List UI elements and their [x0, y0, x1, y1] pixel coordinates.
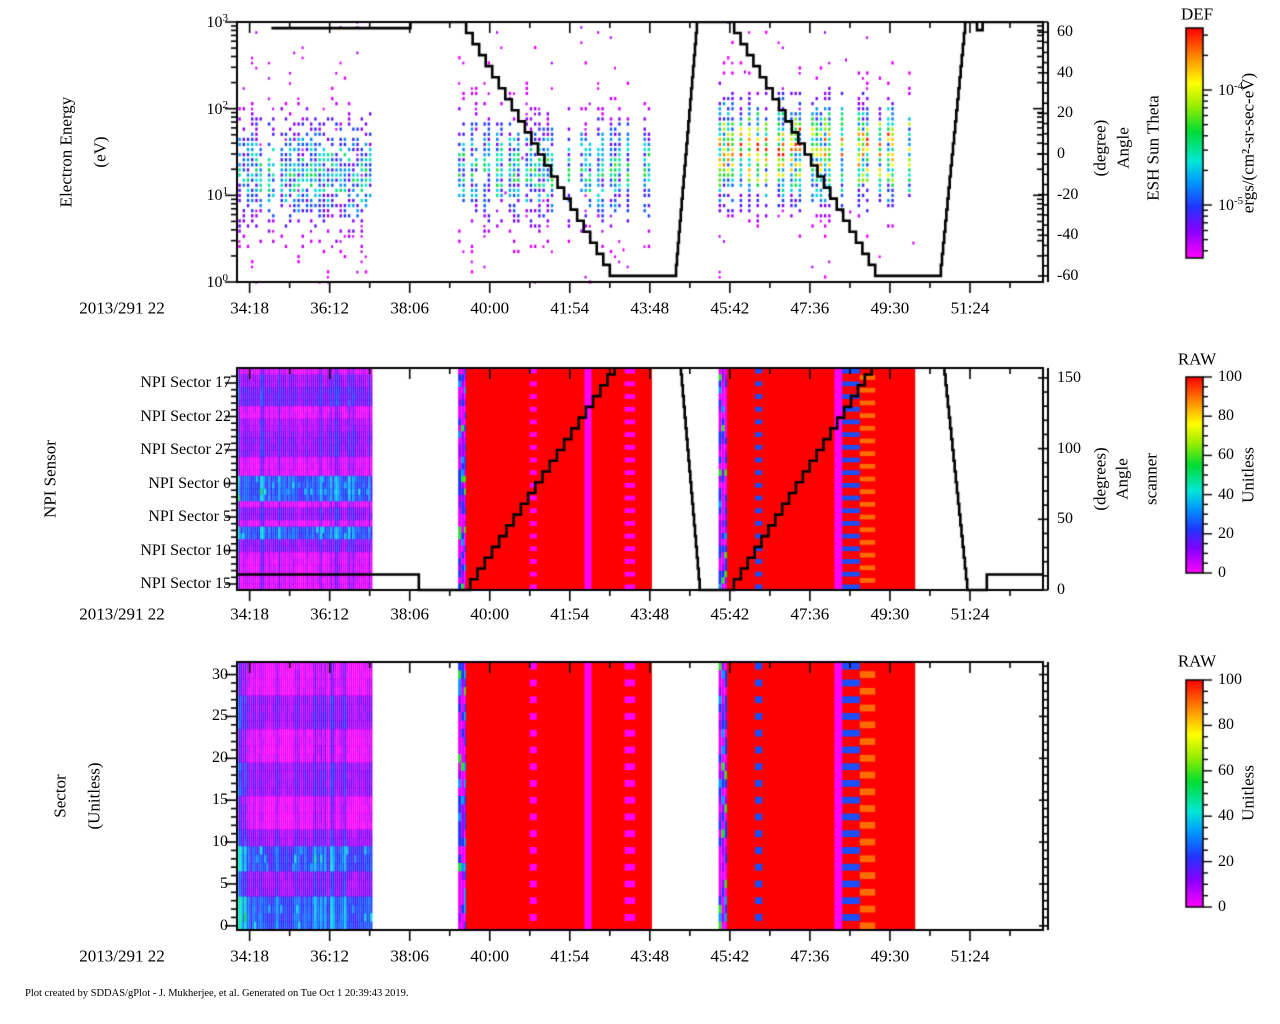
colorbar3-tick-label: 40: [1218, 807, 1234, 825]
panel2-y-tick-label: NPI Sector 17: [140, 374, 231, 391]
x-tick-label: 40:00: [470, 604, 510, 624]
panel1-right-axis-title-line2: Angle: [1113, 127, 1133, 169]
panel1-y-tick-label: 103: [206, 11, 229, 32]
panel3-y-tick-label: 5: [220, 874, 228, 892]
x-tick-label: 38:06: [390, 946, 430, 966]
panel1-y-axis-title-line1: Electron Energy: [56, 96, 76, 208]
x-tick-label: 38:06: [390, 298, 430, 318]
colorbar3-tick-label: 0: [1218, 898, 1226, 915]
panel1-right-tick-label: -20: [1057, 185, 1079, 203]
colorbar1-tick-label: 10-4: [1218, 79, 1244, 100]
panel2-right-tick-label: 0: [1057, 581, 1065, 598]
panel3-y-tick-label: 25: [212, 707, 228, 725]
x-tick-label: 41:54: [550, 946, 590, 966]
panel2-y-tick-label: NPI Sector 27: [140, 441, 231, 458]
panel2-right-tick-label: 150: [1057, 368, 1081, 386]
x-tick-label: 51:24: [950, 298, 990, 318]
panel1-right-tick-label: 40: [1057, 63, 1073, 81]
panel1-y-tick-label: 101: [206, 185, 229, 205]
x-tick-label: 49:30: [870, 298, 910, 318]
panel2-y-tick-label: NPI Sector 0: [148, 474, 231, 492]
x-tick-label: 40:00: [470, 946, 510, 966]
panel1-y-tick-label: 100: [206, 271, 229, 292]
colorbar2-unit-label: Unitless: [1238, 447, 1258, 503]
panel2-right-axis-title-line2: Angle: [1112, 458, 1132, 500]
panel3-y-tick-label: 0: [220, 916, 228, 934]
panel2-y-tick-label: NPI Sector 10: [140, 541, 231, 559]
x-tick-label: 49:30: [870, 604, 910, 624]
x-axis-prefix-label: 2013/291 22: [79, 604, 165, 624]
x-tick-label: 41:54: [550, 604, 590, 624]
colorbar2-tick-label: 60: [1218, 446, 1234, 464]
panel3-y-tick-label: 20: [212, 749, 228, 767]
colorbar1-title: DEF: [1180, 4, 1214, 24]
colorbar3-unit-label: Unitless: [1238, 765, 1258, 821]
x-tick-label: 51:24: [950, 604, 990, 624]
colorbar3-tick-label: 100: [1218, 671, 1242, 688]
x-tick-label: 45:42: [710, 604, 750, 624]
panel2-y-tick-label: NPI Sector 15: [140, 575, 231, 592]
panel1-right-tick-label: 0: [1057, 145, 1065, 163]
x-tick-label: 45:42: [710, 298, 750, 318]
x-tick-label: 36:12: [310, 298, 350, 318]
panel3-y-axis-title-line1: Sector: [50, 774, 70, 818]
colorbar3-tick-label: 20: [1218, 852, 1234, 870]
colorbar2-tick-label: 40: [1218, 485, 1234, 503]
panel3-y-tick-label: 15: [212, 791, 228, 809]
panel1-right-axis-title-line3: (degree): [1090, 119, 1110, 177]
panel2-y-tick-label: NPI Sector 5: [148, 508, 231, 525]
x-tick-label: 40:00: [470, 298, 510, 318]
x-tick-label: 47:36: [790, 604, 830, 624]
x-tick-label: 36:12: [310, 946, 350, 966]
panel2-y-tick-label: NPI Sector 22: [140, 407, 231, 425]
panel2-right-tick-label: 100: [1057, 439, 1081, 457]
colorbar3-tick-label: 60: [1218, 761, 1234, 779]
panel2-right-tick-label: 50: [1057, 510, 1073, 528]
panel1-right-tick-label: -40: [1057, 226, 1079, 244]
panel3-y-tick-label: 30: [212, 665, 228, 683]
x-tick-label: 41:54: [550, 298, 590, 318]
panel1-right-tick-label: -60: [1057, 266, 1079, 284]
x-tick-label: 38:06: [390, 604, 430, 624]
colorbar1-tick-label: 10-5: [1218, 194, 1244, 215]
x-tick-label: 43:48: [630, 604, 670, 624]
colorbar2-title: RAW: [1177, 349, 1217, 369]
colorbar2-tick-label: 100: [1218, 368, 1242, 385]
panel2-y-axis-title: NPI Sensor: [40, 440, 60, 518]
x-axis-prefix-label: 2013/291 22: [79, 298, 165, 318]
colorbar3-tick-label: 80: [1218, 716, 1234, 734]
x-tick-label: 34:18: [230, 946, 269, 966]
colorbar2-tick-label: 20: [1218, 524, 1234, 542]
x-tick-label: 47:36: [790, 946, 830, 966]
credit-text: Plot created by SDDAS/gPlot - J. Mukherj…: [25, 988, 409, 999]
x-tick-label: 43:48: [630, 946, 670, 966]
colorbar2-tick-label: 0: [1218, 564, 1226, 581]
x-tick-label: 36:12: [310, 604, 350, 624]
panel3-y-axis-title-line2: (Unitless): [84, 762, 104, 830]
x-tick-label: 34:18: [230, 298, 269, 318]
panel1-y-axis-title-line2: (eV): [90, 136, 110, 168]
panel1-right-tick-label: 60: [1057, 23, 1073, 41]
panel2-right-axis-title-line3: (degrees): [1090, 447, 1110, 511]
x-tick-label: 43:48: [630, 298, 670, 318]
panel1-y-tick-label: 102: [206, 98, 229, 118]
x-tick-label: 34:18: [230, 604, 269, 624]
x-tick-label: 49:30: [870, 946, 910, 966]
x-tick-label: 51:24: [950, 946, 990, 966]
x-tick-label: 45:42: [710, 946, 750, 966]
panel1-right-axis-title-line1: ESH Sun Theta: [1143, 95, 1163, 201]
panel1-right-tick-label: 20: [1057, 104, 1073, 122]
colorbar2-tick-label: 80: [1218, 407, 1234, 425]
panel2-right-axis-title-line1: scanner: [1141, 453, 1161, 505]
x-tick-label: 47:36: [790, 298, 830, 318]
colorbar3-title: RAW: [1177, 651, 1217, 671]
panel3-y-tick-label: 10: [212, 833, 228, 851]
x-axis-prefix-label: 2013/291 22: [79, 946, 165, 966]
